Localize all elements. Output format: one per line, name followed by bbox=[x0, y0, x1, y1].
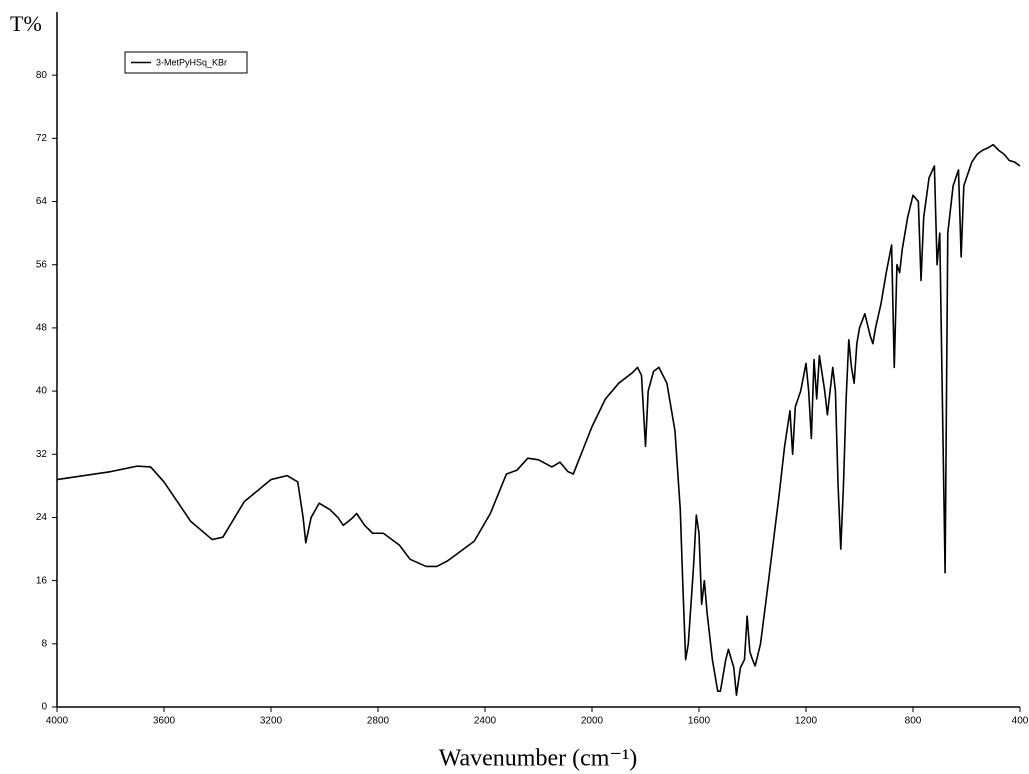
x-tick-label: 2400 bbox=[474, 716, 497, 727]
y-tick-label: 32 bbox=[36, 449, 48, 460]
x-tick-label: 2000 bbox=[581, 716, 604, 727]
legend-label: 3-MetPyHSq_KBr bbox=[156, 57, 227, 67]
y-tick-label: 80 bbox=[36, 70, 48, 81]
y-tick-label: 40 bbox=[36, 386, 48, 397]
x-tick-label: 400 bbox=[1012, 716, 1029, 727]
y-tick-label: 48 bbox=[36, 323, 48, 334]
y-tick-label: 16 bbox=[36, 575, 48, 586]
y-tick-label: 8 bbox=[41, 638, 47, 649]
x-tick-label: 3200 bbox=[260, 716, 283, 727]
y-tick-label: 64 bbox=[36, 196, 48, 207]
y-axis-label: T% bbox=[10, 11, 42, 36]
x-tick-label: 1200 bbox=[795, 716, 818, 727]
x-axis-label: Wavenumber (cm⁻¹) bbox=[439, 746, 638, 772]
x-tick-label: 2800 bbox=[367, 716, 390, 727]
spectrum-line bbox=[56, 143, 1021, 696]
x-tick-label: 4000 bbox=[46, 716, 69, 727]
legend-box bbox=[124, 51, 248, 74]
y-tick-label: 24 bbox=[36, 512, 48, 523]
y-tick-label: 0 bbox=[41, 702, 47, 713]
x-tick-label: 1600 bbox=[688, 716, 711, 727]
x-tick-label: 3600 bbox=[153, 716, 176, 727]
y-tick-label: 56 bbox=[36, 259, 48, 270]
x-tick-label: 800 bbox=[905, 716, 922, 727]
y-tick-label: 72 bbox=[36, 133, 48, 144]
